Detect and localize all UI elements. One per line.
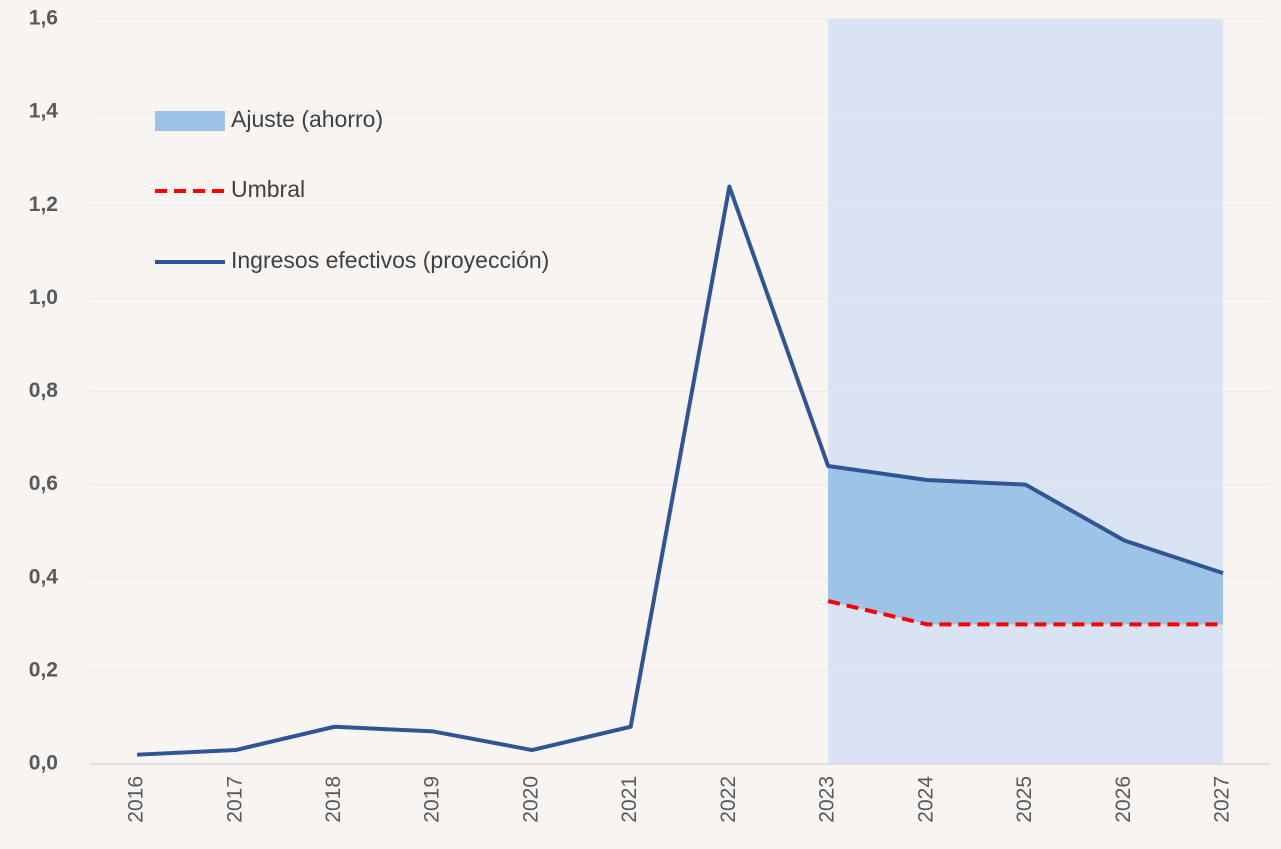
y-tick-label: 1,6 — [29, 7, 58, 30]
y-tick-label: 1,2 — [29, 193, 58, 216]
x-tick-label: 2024 — [914, 776, 937, 823]
threshold-line — [827, 599, 1224, 627]
x-tick-label: 2018 — [322, 776, 345, 823]
y-tick-label: 0,8 — [29, 379, 59, 402]
y-tick-label: 1,0 — [29, 286, 58, 309]
income-line — [136, 184, 1224, 757]
y-tick-label: 0,0 — [29, 752, 58, 775]
y-tick-label: 0,2 — [29, 658, 58, 681]
x-tick-label: 2025 — [1013, 776, 1036, 823]
legend-label: Ingresos efectivos (proyección) — [231, 247, 549, 273]
y-tick-label: 0,6 — [29, 472, 58, 495]
x-tick-label: 2022 — [717, 776, 740, 823]
x-tick-label: 2020 — [519, 776, 542, 823]
x-tick-label: 2016 — [125, 776, 148, 823]
y-tick-label: 0,4 — [29, 565, 59, 588]
x-tick-label: 2027 — [1211, 776, 1234, 823]
x-tick-label: 2019 — [421, 776, 444, 823]
x-tick-label: 2021 — [618, 776, 641, 823]
adjustment-area — [828, 466, 1224, 625]
legend-label: Ajuste (ahorro) — [231, 106, 383, 132]
x-tick-label: 2017 — [223, 776, 246, 823]
legend-swatch — [155, 111, 225, 131]
legend-label: Umbral — [231, 176, 305, 202]
x-tick-label: 2023 — [816, 776, 839, 823]
x-tick-label: 2026 — [1112, 776, 1135, 823]
y-tick-label: 1,4 — [29, 100, 59, 123]
